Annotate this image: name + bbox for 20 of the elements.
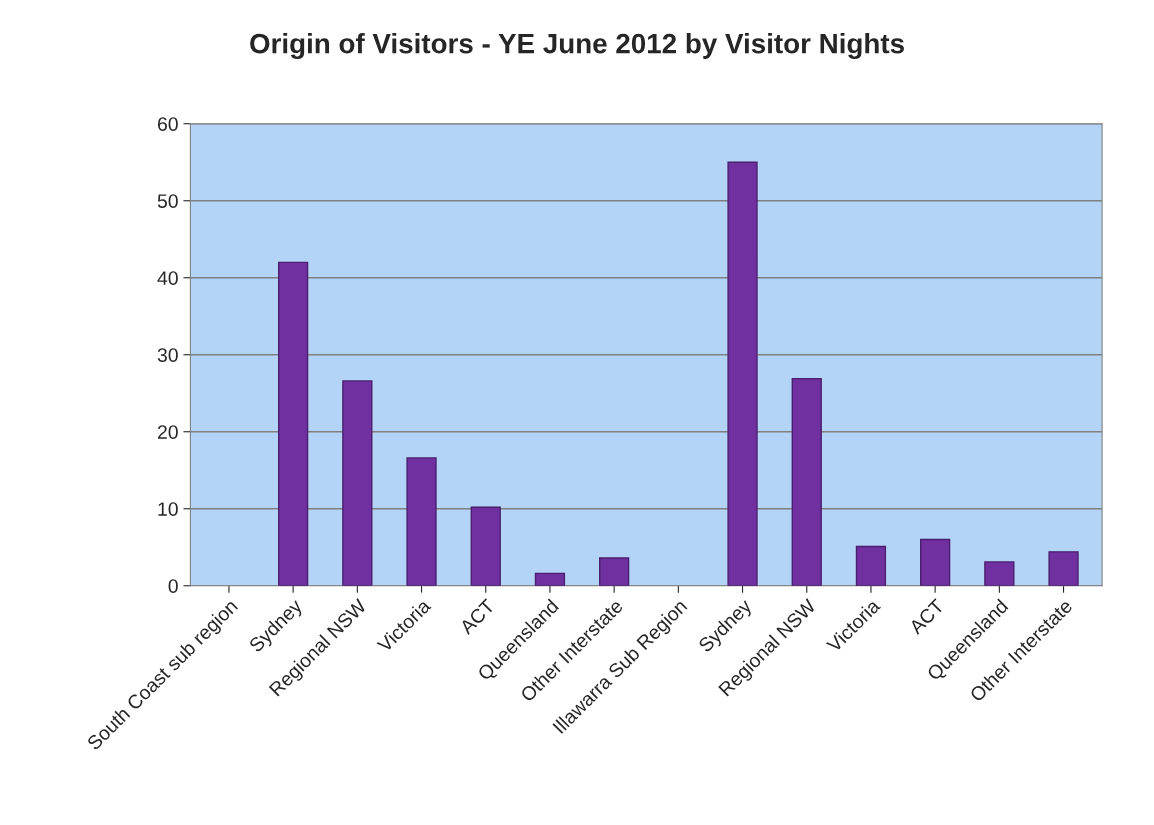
y-tick-label: 60	[157, 117, 178, 131]
bar	[984, 561, 1015, 586]
bar	[727, 161, 758, 586]
bar	[277, 261, 309, 586]
y-tick-label: 0	[168, 579, 178, 593]
y-tick-label: 30	[157, 348, 178, 362]
bar	[855, 545, 887, 586]
bar	[342, 380, 373, 586]
y-tick-label: 40	[157, 271, 178, 285]
y-tick-label: 50	[157, 194, 178, 208]
bar	[470, 506, 501, 586]
bar	[598, 557, 630, 586]
bar	[920, 538, 951, 586]
bar	[406, 457, 437, 586]
bar	[791, 377, 822, 586]
chart-title: Origin of Visitors - YE June 2012 by Visitor Nights	[250, 33, 904, 60]
y-tick-label: 20	[157, 425, 178, 439]
bar	[534, 572, 566, 586]
y-tick-label: 10	[158, 502, 178, 516]
bar	[1048, 551, 1079, 586]
